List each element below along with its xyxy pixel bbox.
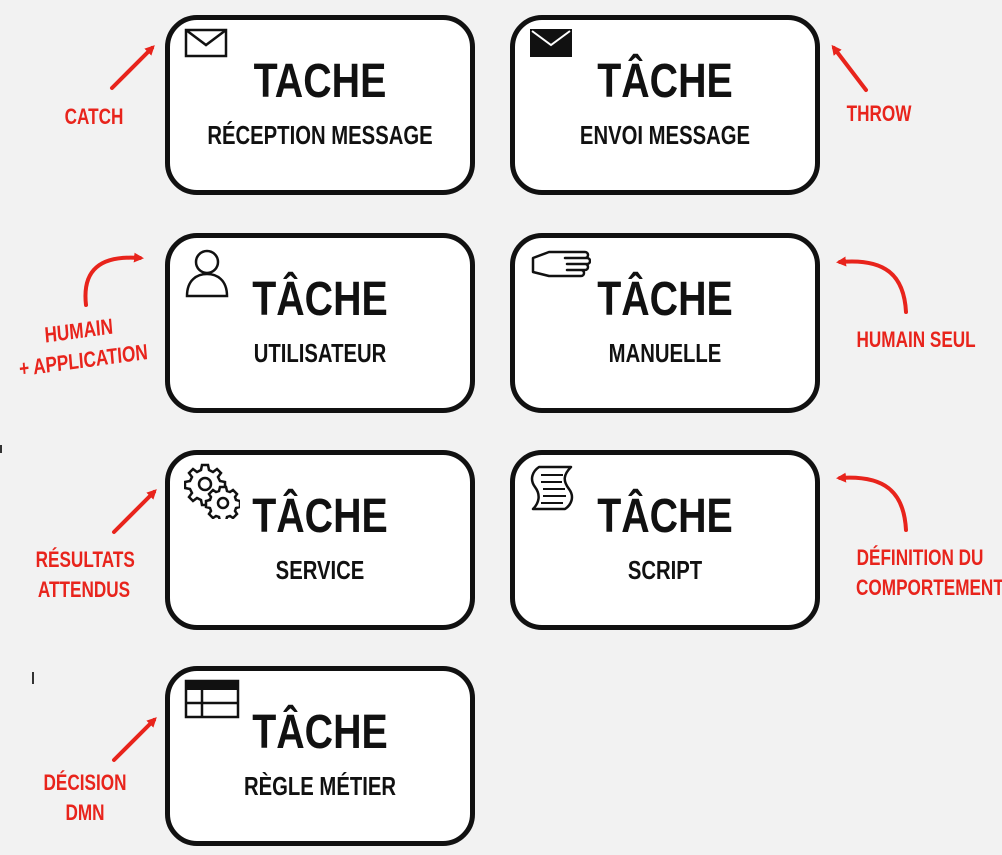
annotation-humain-seul: HUMAIN SEUL: [856, 325, 976, 355]
task-title: TACHE: [253, 55, 387, 108]
task-service[interactable]: TÂCHE SERVICE: [165, 450, 475, 630]
task-utilisateur[interactable]: TÂCHE UTILISATEUR: [165, 233, 475, 413]
annotation-line-1: DÉFINITION DU: [856, 545, 984, 570]
annotation-line-2: COMPORTEMENT: [856, 575, 1002, 600]
arrow-humain-seul: [836, 256, 908, 314]
task-script[interactable]: TÂCHE SCRIPT: [510, 450, 820, 630]
task-title: TÂCHE: [252, 706, 388, 759]
task-title: TÂCHE: [597, 490, 733, 543]
annotation-decision: DÉCISION DMN: [42, 768, 128, 828]
annotation-throw: THROW: [845, 99, 912, 129]
gears-icon: [183, 463, 242, 524]
script-scroll-icon: [529, 463, 577, 518]
task-manuelle[interactable]: TÂCHE MANUELLE: [510, 233, 820, 413]
task-subtitle: MANUELLE: [608, 338, 722, 368]
arrow-humain-application: [83, 252, 144, 307]
arrow-definition: [836, 472, 908, 532]
annotation-line-2: ATTENDUS: [37, 577, 131, 602]
envelope-outline-icon: [184, 28, 228, 63]
task-reception-message[interactable]: TACHE RÉCEPTION MESSAGE: [165, 15, 475, 195]
annotation-humain-seul-text: HUMAIN SEUL: [856, 327, 976, 352]
arrow-decision: [112, 717, 157, 762]
task-envoi-message[interactable]: TÂCHE ENVOI MESSAGE: [510, 15, 820, 195]
annotation-catch: CATCH: [61, 102, 127, 132]
task-subtitle: RÈGLE MÉTIER: [243, 771, 397, 801]
annotation-resultats: RÉSULTATS ATTENDUS: [35, 545, 135, 605]
envelope-filled-icon: [529, 28, 573, 63]
task-title: TÂCHE: [597, 55, 733, 108]
annotation-definition: DÉFINITION DU COMPORTEMENT: [856, 543, 1002, 603]
task-title: TÂCHE: [597, 273, 733, 326]
annotation-line-2: DMN: [65, 800, 105, 825]
task-regle-metier[interactable]: TÂCHE RÈGLE MÉTIER: [165, 666, 475, 846]
annotation-line-1: RÉSULTATS: [35, 547, 135, 572]
task-title: TÂCHE: [252, 490, 388, 543]
hand-icon: [529, 246, 592, 291]
user-icon: [184, 246, 230, 303]
task-title: TÂCHE: [252, 273, 388, 326]
annotation-catch-text: CATCH: [64, 104, 124, 129]
arrow-catch: [110, 45, 155, 90]
task-subtitle: ENVOI MESSAGE: [579, 120, 751, 150]
edge-mark: [32, 672, 34, 684]
annotation-line-1: DÉCISION: [43, 770, 127, 795]
task-subtitle: RÉCEPTION MESSAGE: [207, 120, 433, 150]
edge-mark: [0, 445, 2, 453]
table-icon: [184, 679, 240, 724]
arrow-throw: [831, 44, 868, 92]
task-subtitle: SCRIPT: [627, 555, 703, 585]
arrow-resultats: [112, 489, 157, 534]
task-subtitle: UTILISATEUR: [253, 338, 387, 368]
annotation-throw-text: THROW: [846, 101, 912, 126]
task-subtitle: SERVICE: [275, 555, 365, 585]
